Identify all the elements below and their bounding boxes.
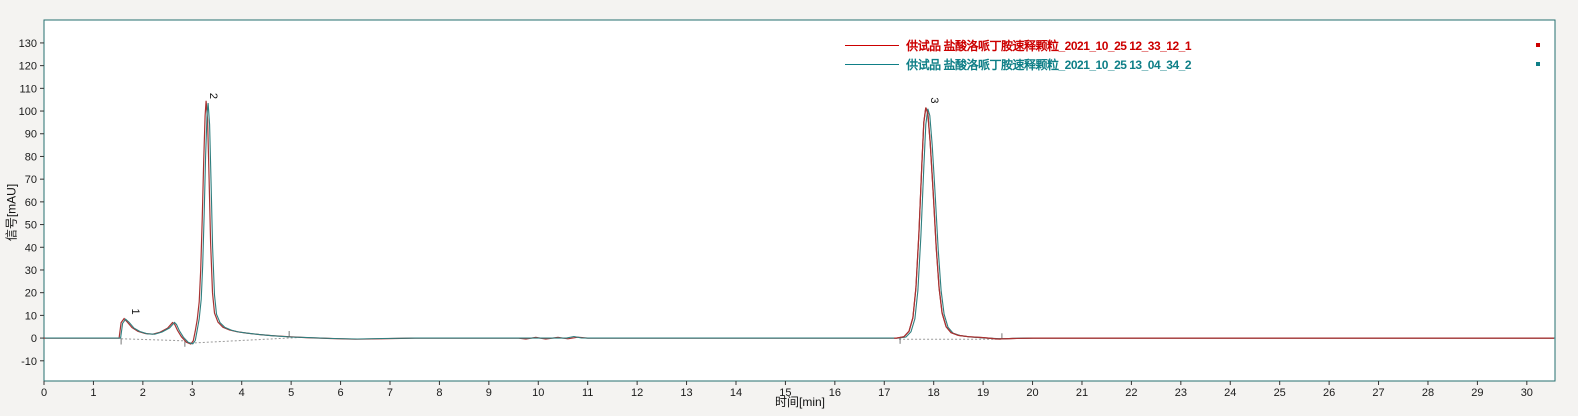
y-tick-label: 100 (19, 106, 37, 118)
x-tick-label: 24 (1224, 387, 1236, 399)
legend-trailing-dot (1536, 62, 1540, 66)
x-tick-label: 23 (1175, 387, 1187, 399)
y-tick-label: 10 (25, 310, 37, 322)
x-tick-label: 0 (41, 387, 47, 399)
y-tick-label: -10 (21, 356, 37, 368)
y-tick-label: 0 (31, 333, 37, 345)
x-tick-label: 12 (631, 387, 643, 399)
legend-entry[interactable]: 供试品 盐酸洛哌丁胺速释颗粒_2021_10_25 13_04_34_2 (845, 56, 1540, 72)
x-tick-label: 29 (1471, 387, 1483, 399)
y-tick-label: 20 (25, 288, 37, 300)
legend-line-swatch-teal (845, 63, 900, 65)
peak-number-label: 1 (129, 309, 141, 315)
y-tick-label: 50 (25, 220, 37, 232)
legend-label: 供试品 盐酸洛哌丁胺速释颗粒_2021_10_25 12_33_12_1 (906, 38, 1191, 53)
x-tick-label: 9 (486, 387, 492, 399)
y-tick-label: 60 (25, 197, 37, 209)
legend-trailing-dot (1536, 43, 1540, 47)
legend: 供试品 盐酸洛哌丁胺速释颗粒_2021_10_25 12_33_12_1 供试品… (845, 37, 1540, 72)
x-tick-label: 8 (436, 387, 442, 399)
x-tick-label: 14 (730, 387, 742, 399)
x-tick-label: 17 (878, 387, 890, 399)
x-tick-label: 20 (1026, 387, 1038, 399)
x-tick-label: 27 (1372, 387, 1384, 399)
peak-number-label: 3 (928, 97, 940, 103)
x-tick-label: 7 (387, 387, 393, 399)
y-tick-label: 80 (25, 151, 37, 163)
legend-entry[interactable]: 供试品 盐酸洛哌丁胺速释颗粒_2021_10_25 12_33_12_1 (845, 37, 1540, 53)
trace-teal (45, 103, 1555, 345)
x-tick-label: 18 (928, 387, 940, 399)
x-tick-label: 5 (288, 387, 294, 399)
x-tick-label: 25 (1274, 387, 1286, 399)
integration-baseline (121, 338, 185, 342)
x-tick-label: 13 (680, 387, 692, 399)
y-tick-label: 70 (25, 174, 37, 186)
x-tick-label: 1 (90, 387, 96, 399)
y-tick-label: 40 (25, 242, 37, 254)
legend-line-swatch-red (845, 44, 900, 46)
plot-area[interactable] (43, 19, 1556, 382)
legend-label: 供试品 盐酸洛哌丁胺速释颗粒_2021_10_25 13_04_34_2 (906, 57, 1191, 72)
y-tick-label: 120 (19, 61, 37, 73)
x-tick-label: 28 (1422, 387, 1434, 399)
y-tick-label: 30 (25, 265, 37, 277)
x-tick-label: 22 (1125, 387, 1137, 399)
x-tick-label: 11 (582, 387, 593, 399)
x-tick-label: 6 (338, 387, 344, 399)
y-axis-title: 信号[mAU] (4, 183, 19, 242)
x-axis-title: 时间[min] (774, 395, 825, 409)
x-tick-label: 16 (829, 387, 841, 399)
y-tick-label: 90 (25, 129, 37, 141)
trace-red-overlay (894, 107, 1554, 340)
y-tick-label: 130 (19, 38, 37, 50)
x-tick-label: 15 (779, 387, 791, 399)
x-tick-label: 10 (532, 387, 544, 399)
peak-number-label: 2 (207, 93, 219, 99)
x-tick-label: 19 (977, 387, 989, 399)
x-tick-label: 21 (1076, 387, 1088, 399)
x-tick-label: 30 (1521, 387, 1533, 399)
y-tick-label: 110 (19, 83, 37, 95)
x-tick-label: 4 (239, 387, 245, 399)
x-tick-label: 26 (1323, 387, 1335, 399)
x-tick-label: 2 (140, 387, 146, 399)
x-tick-label: 3 (189, 387, 195, 399)
